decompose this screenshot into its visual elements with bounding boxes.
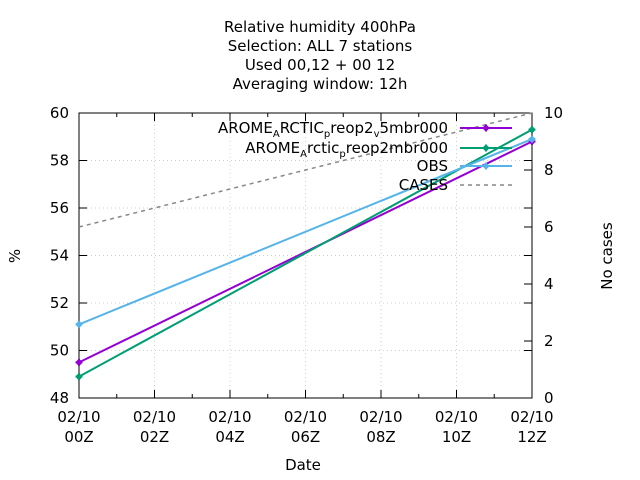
legend-label-part: p xyxy=(324,129,330,140)
y-tick-label: 54 xyxy=(50,247,69,265)
legend-label-part: p xyxy=(339,149,345,160)
y2-tick-label: 8 xyxy=(544,161,554,179)
chart-title-line: Selection: ALL 7 stations xyxy=(228,37,413,55)
chart-title-line: Relative humidity 400hPa xyxy=(224,18,416,36)
y2-tick-label: 0 xyxy=(544,389,554,407)
legend-label: OBS xyxy=(417,157,448,175)
y-tick-label: 48 xyxy=(50,389,69,407)
legend-label-part: v xyxy=(374,129,380,140)
legend-label-part: rctic xyxy=(307,139,339,157)
legend-marker xyxy=(483,145,489,151)
x-tick-label-hour: 02Z xyxy=(140,428,169,446)
y2-tick-label: 10 xyxy=(544,104,563,122)
y2-tick-label: 4 xyxy=(544,275,554,293)
series-point xyxy=(529,126,535,133)
legend-label-part: A xyxy=(273,129,280,140)
legend-label-part: 5mbr000 xyxy=(380,119,448,137)
legend-label-part: A xyxy=(300,149,307,160)
y-tick-label: 56 xyxy=(50,199,69,217)
y2-tick-label: 6 xyxy=(544,218,554,236)
x-tick-label-date: 02/10 xyxy=(133,408,176,426)
x-tick-label-hour: 00Z xyxy=(64,428,93,446)
y2-tick-label: 2 xyxy=(544,332,554,350)
series-line xyxy=(78,112,533,228)
x-tick-label-date: 02/10 xyxy=(359,408,402,426)
y2-axis-label: No cases xyxy=(598,222,616,290)
x-tick-label-date: 02/10 xyxy=(435,408,478,426)
legend-label: AROMEARCTICpreop2v5mbr000 xyxy=(218,119,448,140)
legend-label: CASES xyxy=(399,176,448,194)
x-tick-label-date: 02/10 xyxy=(284,408,327,426)
x-tick-label-hour: 06Z xyxy=(291,428,320,446)
legend-label-part: OBS xyxy=(417,157,448,175)
legend-label-part: AROME xyxy=(245,139,300,157)
y-tick-label: 60 xyxy=(50,104,69,122)
x-tick-label-hour: 08Z xyxy=(366,428,395,446)
x-tick-label-date: 02/10 xyxy=(510,408,553,426)
x-tick-label-date: 02/10 xyxy=(208,408,251,426)
y-tick-label: 52 xyxy=(50,294,69,312)
x-axis-label: Date xyxy=(285,456,321,474)
legend-label-part: reop2 xyxy=(330,119,373,137)
series-point xyxy=(529,136,535,142)
x-tick-label-hour: 10Z xyxy=(442,428,471,446)
series-line xyxy=(78,140,533,364)
legend-marker xyxy=(483,163,489,169)
legend-label-part: RCTIC xyxy=(280,119,324,137)
legend-label-part: CASES xyxy=(399,176,448,194)
legend-marker xyxy=(483,125,489,131)
series-point xyxy=(76,321,82,328)
series-point xyxy=(76,359,82,366)
y-tick-label: 58 xyxy=(50,152,69,170)
x-tick-label-hour: 04Z xyxy=(215,428,244,446)
legend-label-part: AROME xyxy=(218,119,273,137)
chart-title-line: Averaging window: 12h xyxy=(233,75,408,93)
x-tick-label-date: 02/10 xyxy=(57,408,100,426)
series-point xyxy=(76,373,82,380)
legend-label-part: reop2mbr000 xyxy=(346,139,448,157)
chart-title-line: Used 00,12 + 00 12 xyxy=(245,56,395,74)
x-tick-label-hour: 12Z xyxy=(517,428,546,446)
y-tick-label: 50 xyxy=(50,342,69,360)
y-axis-label: % xyxy=(6,249,24,263)
series-line xyxy=(78,138,533,326)
legend-label: AROMEArcticpreop2mbr000 xyxy=(245,139,448,160)
